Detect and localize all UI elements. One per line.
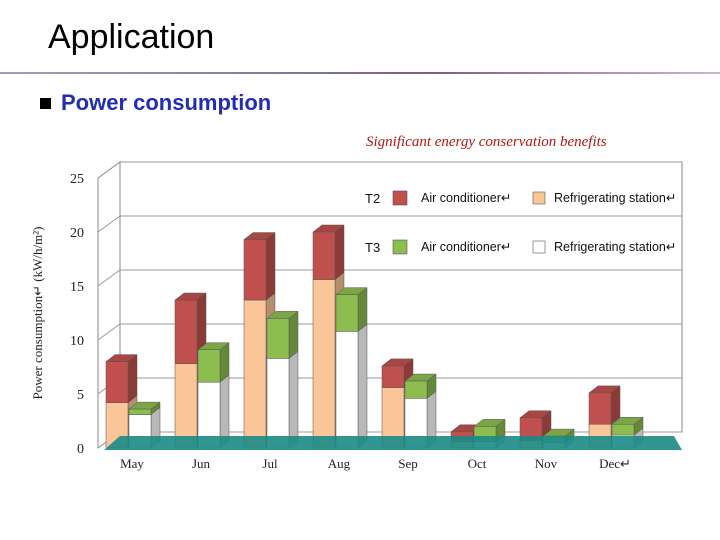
x-tick-label: Jul: [262, 456, 278, 471]
x-tick-label: Aug: [328, 456, 351, 471]
bar-front: [611, 423, 635, 436]
gridline-15: [97, 269, 682, 287]
y-tick-label: 0: [77, 442, 84, 457]
y-tick-label: 15: [70, 280, 84, 295]
square-bullet-icon: [40, 97, 51, 109]
chart-annotation: Significant energy conservation benefits: [366, 134, 607, 150]
bar-front: [128, 408, 152, 415]
chart-legend: T2 Air conditioner↵ Refrigerating station↵…: [365, 190, 676, 255]
bullet-point: Power consumption: [40, 90, 271, 116]
legend-swatch-air: [392, 239, 408, 255]
y-tick-label: 10: [70, 334, 84, 349]
bar-front: [335, 331, 359, 449]
bar-side: [334, 224, 345, 281]
legend-label-air: Air conditioner↵: [421, 240, 511, 254]
y-tick-label: 5: [77, 388, 84, 403]
x-tick-label: Dec↵: [599, 456, 631, 471]
y-axis-title: Power consumption↵ (kW/h/m²): [30, 227, 45, 400]
legend-swatch-refrigerating: [532, 191, 546, 205]
x-tick-label: Sep: [398, 456, 418, 471]
legend-label-refrigerating: Refrigerating station↵: [554, 240, 676, 254]
bar-T3-air: [197, 342, 230, 383]
bar-front: [197, 349, 221, 383]
bar-front: [266, 358, 290, 449]
power-consumption-chart: 0 5 10 15 20 25 Power consumption↵ (kW/h/m²) Ma…: [30, 161, 683, 471]
bar-side: [357, 323, 368, 449]
legend-label-air: Air conditioner↵: [421, 191, 511, 205]
bar-T3-air: [128, 401, 161, 416]
bar-side: [357, 287, 368, 332]
bar-front: [312, 231, 336, 280]
bar-front: [588, 392, 612, 425]
bar-T3-refrigerating: [266, 350, 299, 449]
title-divider: [0, 72, 720, 74]
bar-front: [312, 279, 336, 449]
legend-swatch-refrigerating: [532, 240, 546, 254]
bar-front: [174, 363, 198, 449]
x-tick-label: May: [120, 456, 144, 471]
x-axis: May Jun Jul Aug Sep Oct Nov Dec↵: [120, 456, 631, 471]
bar-front: [243, 239, 267, 301]
y-tick-label: 25: [70, 172, 84, 187]
bar-T3-refrigerating: [335, 323, 368, 449]
x-tick-label: Jun: [192, 456, 211, 471]
bar-front: [243, 299, 267, 449]
bar-side: [127, 354, 138, 404]
legend-swatch-air: [392, 190, 408, 206]
gridline-10: [97, 323, 682, 341]
bar-T2-air: [243, 232, 276, 301]
bar-front: [404, 380, 428, 399]
bar-front: [174, 299, 198, 365]
bar-T2-air: [105, 354, 138, 404]
bar-T3-air: [335, 287, 368, 332]
x-tick-label: Oct: [468, 456, 487, 471]
gridline-25: [97, 161, 682, 179]
gridline-20: [97, 215, 682, 233]
bar-T2-air: [588, 385, 621, 425]
x-tick-label: Nov: [535, 456, 558, 471]
y-axis: 0 5 10 15 20 25 Power consumption↵ (kW/h/m²): [30, 172, 84, 457]
bar-front: [335, 294, 359, 332]
bar-front: [381, 365, 405, 388]
y-tick-label: 20: [70, 226, 84, 241]
bar-side: [265, 232, 276, 301]
slide-title: Application: [48, 18, 215, 56]
legend-group-label: T2: [365, 191, 380, 206]
bar-T3-air: [266, 310, 299, 359]
chart-floor: [104, 436, 682, 450]
bar-T3-air: [404, 373, 437, 399]
bar-T2-air: [174, 292, 207, 365]
bar-T2-air: [312, 224, 345, 281]
bar-side: [288, 350, 299, 449]
legend-group-label: T3: [365, 240, 380, 255]
legend-label-refrigerating: Refrigerating station↵: [554, 191, 676, 205]
bar-T3-air: [611, 416, 644, 436]
bar-front: [266, 318, 290, 359]
bar-side: [288, 310, 299, 359]
bar-front: [105, 361, 129, 403]
bullet-text: Power consumption: [61, 90, 272, 115]
